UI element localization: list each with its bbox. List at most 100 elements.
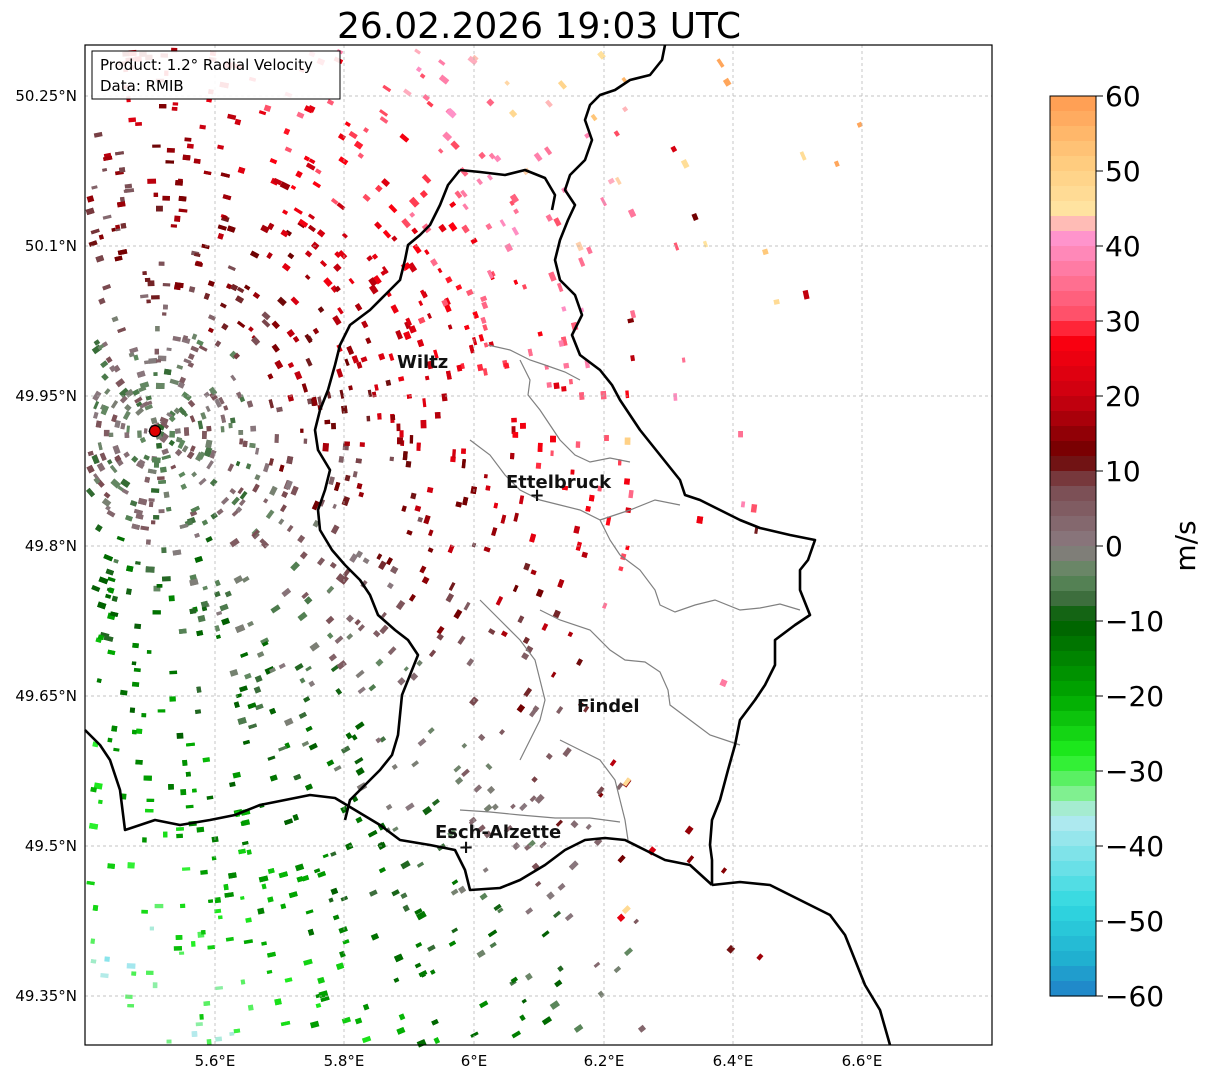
border-north-luxembourg [459,168,557,211]
echo-pixel [596,786,605,796]
echo-pixel [378,560,387,570]
echo-pixel [471,54,479,62]
echo-pixel [525,645,534,654]
echo-pixel [156,442,163,449]
echo-pixel [233,701,240,709]
echo-pixel [473,784,482,793]
echo-pixel [485,485,491,491]
echo-pixel [90,938,96,945]
echo-pixel [362,193,371,202]
echo-pixel [550,671,557,678]
echo-pixel [254,675,263,683]
echo-pixel [531,862,540,871]
echo-pixel [568,378,573,385]
echo-pixel [361,320,369,329]
echo-pixel [461,459,466,469]
echo-pixel [168,595,175,602]
echo-pixel [176,827,184,831]
echo-pixel [553,382,560,390]
echo-pixel [367,389,373,398]
echo-pixel [97,442,103,451]
echo-pixel [322,442,330,452]
echo-pixel [356,361,363,369]
echo-pixel [257,907,265,915]
echo-pixel [332,503,337,510]
echo-pixel [333,263,342,272]
echo-pixel [833,160,840,168]
echo-pixel [269,158,278,165]
echo-pixel [118,387,130,398]
echo-pixel [307,928,315,936]
echo-pixel [206,425,212,432]
echo-pixel [266,252,273,259]
echo-pixel [268,458,274,466]
echo-pixel [101,497,112,508]
echo-pixel [108,587,115,594]
echo-pixel [146,539,151,545]
echo-pixel [207,314,217,321]
echo-pixel [421,576,430,585]
echo-pixel [483,546,491,553]
echo-pixel [155,205,163,212]
echo-pixel [467,55,478,66]
echo-pixel [214,625,221,632]
echo-pixel [243,939,254,945]
echo-pixel [90,959,97,964]
echo-pixel [263,104,272,112]
echo-pixel [303,155,310,162]
echo-pixel [297,534,306,544]
echo-pixel [134,396,143,404]
canton-border-5 [619,554,801,613]
echo-pixel [101,373,109,381]
colorbar-tick-label: −10 [1105,605,1164,638]
echo-pixel [621,905,631,915]
echo-pixel [512,842,521,851]
echo-pixel [152,610,161,615]
echo-pixel [244,673,252,680]
echo-pixel [95,254,105,263]
echo-pixel [227,265,236,272]
echo-pixel [485,763,493,771]
echo-pixel [407,262,418,273]
echo-pixel [168,410,176,418]
echo-pixel [270,604,281,614]
echo-pixel [110,478,121,489]
echo-pixel [373,630,381,638]
echo-pixel [448,222,458,232]
echo-pixel [194,532,200,539]
echo-pixel [541,1016,553,1026]
echo-pixel [447,544,455,554]
echo-pixel [604,435,609,441]
echo-pixel [441,299,449,307]
echo-pixel [263,462,270,473]
echo-pixel [153,515,160,520]
echo-pixel [290,296,300,306]
echo-pixel [122,410,131,421]
echo-pixel [403,331,412,341]
echo-pixel [225,936,234,942]
echo-pixel [237,166,246,174]
echo-pixel [426,100,434,108]
echo-pixel [391,889,400,897]
echo-pixel [105,505,111,511]
echo-pixel [148,498,155,502]
echo-pixel [368,284,379,295]
echo-pixel [629,309,637,319]
echo-pixel [446,108,457,119]
echo-pixel [444,304,452,313]
echo-pixel [557,579,565,589]
echo-pixel [143,775,152,781]
echo-pixel [374,384,379,391]
echo-pixel [200,412,207,420]
echo-pixel [142,271,147,276]
echo-pixel [151,457,161,464]
echo-pixel [555,819,563,827]
echo-pixel [450,140,460,151]
echo-pixel [348,385,353,391]
echo-pixel [558,80,567,90]
echo-pixel [487,785,495,794]
echo-pixel [174,428,181,434]
echo-pixel [254,447,260,455]
echo-pixel [361,1035,372,1044]
echo-pixel [491,803,499,811]
